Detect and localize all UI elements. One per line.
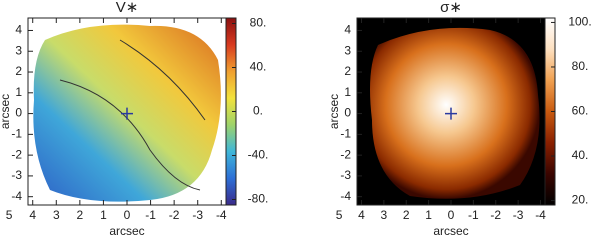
x-axis-label: arcsec — [433, 224, 468, 238]
y-tick-label: 3 — [15, 43, 22, 57]
y-tick-label: 1 — [15, 85, 22, 99]
y-axis-label: arcsec — [0, 94, 12, 129]
x-tick-label: -1 — [145, 208, 156, 222]
y-tick-label: 2 — [344, 64, 351, 78]
x-tick-label: 4 — [358, 208, 365, 222]
y-tick-label: -4 — [11, 189, 22, 203]
x-tick-label: -4 — [216, 208, 227, 222]
x-tick-label: -3 — [513, 208, 524, 222]
y-tick-label: 1 — [344, 85, 351, 99]
colorbar-tick-label: -40. — [248, 148, 269, 162]
x-tick-label: -2 — [169, 208, 180, 222]
x-tick-label: 1 — [425, 208, 432, 222]
y-tick-label: 4 — [15, 23, 22, 37]
center-marker — [445, 107, 457, 120]
x-tick-label: 2 — [403, 208, 410, 222]
colorbar-tick-label: 80. — [572, 59, 589, 73]
y-tick-label: -2 — [340, 147, 351, 161]
y-tick-label: -3 — [11, 168, 22, 182]
x-tick-label: 1 — [100, 208, 107, 222]
x-tick-label: 3 — [381, 208, 388, 222]
y-tick-label: -4 — [340, 189, 351, 203]
panel-title: σ∗ — [440, 0, 462, 16]
x-tick-label: -3 — [192, 208, 203, 222]
colorbar-tick-label: 100. — [568, 15, 591, 29]
x-tick-label: 3 — [53, 208, 60, 222]
x-tick-label: 0 — [448, 208, 455, 222]
colorbar-tick-label: -80. — [248, 192, 269, 206]
y-axis-label: arcsec — [327, 94, 341, 129]
y-tick-label: 4 — [344, 23, 351, 37]
x-tick-label: 5 — [6, 208, 13, 222]
colorbar-tick-label: 80. — [250, 16, 267, 30]
x-tick-label: -1 — [468, 208, 479, 222]
panel-title: V∗ — [116, 0, 139, 16]
x-tick-label: -2 — [490, 208, 501, 222]
y-tick-label: -1 — [11, 127, 22, 141]
x-axis-label: arcsec — [109, 224, 144, 238]
x-tick-label: 0 — [124, 208, 131, 222]
x-tick-label: -4 — [535, 208, 546, 222]
center-marker — [121, 107, 133, 120]
y-tick-label: -1 — [340, 127, 351, 141]
y-tick-label: 3 — [344, 43, 351, 57]
x-tick-label: 5 — [336, 208, 343, 222]
y-tick-label: -3 — [340, 168, 351, 182]
x-tick-label: 2 — [77, 208, 84, 222]
y-tick-label: 0 — [344, 106, 351, 120]
colorbar-tick-label: 60. — [572, 104, 589, 118]
x-tick-label: 4 — [29, 208, 36, 222]
colorbar-tick-label: 20. — [572, 193, 589, 207]
colorbar-tick-label: 0. — [253, 104, 263, 118]
colorbar-tick-label: 40. — [250, 60, 267, 74]
y-tick-label: 0 — [15, 106, 22, 120]
y-tick-label: 2 — [15, 64, 22, 78]
y-tick-label: -2 — [11, 147, 22, 161]
colorbar-tick-label: 40. — [572, 148, 589, 162]
